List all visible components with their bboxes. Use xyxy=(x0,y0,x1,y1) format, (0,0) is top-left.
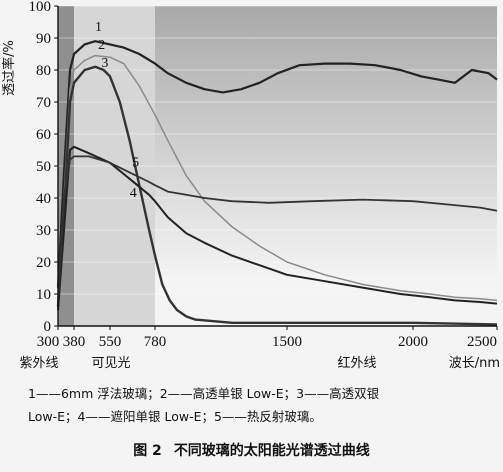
x-tick-label: 380 xyxy=(63,334,86,350)
region-label: 可见光 xyxy=(91,356,130,371)
grid xyxy=(58,5,497,295)
axes xyxy=(54,5,498,330)
series-5-label: 5 xyxy=(132,155,139,170)
y-tick-label: 40 xyxy=(36,191,51,207)
x-tick-label: 2500 xyxy=(467,334,497,350)
series-4-line xyxy=(57,145,498,311)
region-labels: 紫外线 可见光 红外线 xyxy=(19,355,376,371)
y-tick-label: 30 xyxy=(36,223,51,239)
series-3-line xyxy=(56,65,498,326)
x-axis-unit: 波长/nm xyxy=(449,356,500,371)
y-tick-label: 80 xyxy=(36,63,51,79)
x-tick-label: 2000 xyxy=(398,334,428,350)
y-tick-label: 100 xyxy=(29,0,52,15)
y-tick-label: 90 xyxy=(36,31,51,47)
x-tick-label: 1500 xyxy=(272,334,302,350)
series-3-label: 3 xyxy=(101,56,108,71)
curve-labels: 1 2 3 4 5 xyxy=(95,20,139,201)
y-tick-label: 0 xyxy=(44,319,52,335)
series-1-label: 1 xyxy=(95,20,102,35)
x-tick-label: 780 xyxy=(144,334,167,350)
legend: 1——6mm 浮法玻璃；2——高透单银 Low-E；3——高透双银 Low-E；… xyxy=(28,382,498,428)
series-2-line xyxy=(57,54,498,302)
caption-title: 不同玻璃的太阳能光谱透过曲线 xyxy=(173,443,370,459)
spectral-transmittance-chart: 0 10 20 30 40 50 60 70 80 90 100 300 380 550 780 1500 20… xyxy=(1,0,500,371)
caption-number: 图 2 xyxy=(133,443,162,459)
series-layer xyxy=(56,40,498,326)
x-tick-label: 300 xyxy=(37,334,60,350)
series-5-line xyxy=(57,155,498,301)
y-axis-title: 透过率/% xyxy=(1,40,17,96)
y-tick-label: 10 xyxy=(36,287,51,303)
tick-labels: 0 10 20 30 40 50 60 70 80 90 100 300 380 550 780 1500 20… xyxy=(29,0,498,350)
region-label: 紫外线 xyxy=(19,356,58,371)
x-tick-label: 550 xyxy=(99,334,122,350)
region-label: 红外线 xyxy=(337,355,376,371)
figure-caption: 图 2 不同玻璃的太阳能光谱透过曲线 xyxy=(0,440,503,460)
series-2-label: 2 xyxy=(98,38,105,53)
y-tick-label: 70 xyxy=(36,95,51,111)
y-tick-label: 60 xyxy=(36,127,51,143)
series-1-line xyxy=(56,40,498,288)
legend-line: Low-E；4——遮阳单银 Low-E；5——热反射玻璃。 xyxy=(28,409,322,424)
series-4-label: 4 xyxy=(130,186,137,201)
legend-line: 1——6mm 浮法玻璃；2——高透单银 Low-E；3——高透双银 xyxy=(28,386,380,401)
y-tick-label: 20 xyxy=(36,255,51,271)
y-tick-label: 50 xyxy=(36,159,51,175)
